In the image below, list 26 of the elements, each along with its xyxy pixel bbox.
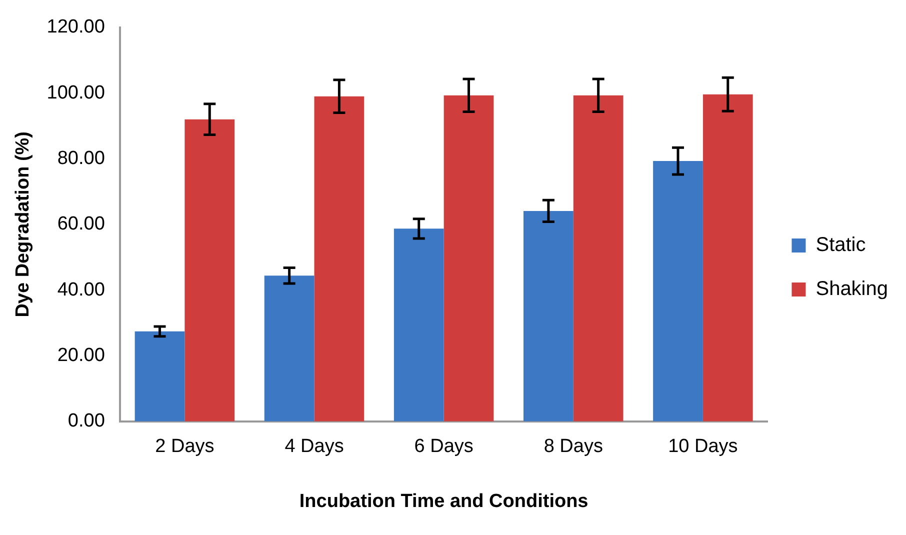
y-tick-label: 120.00: [46, 16, 105, 38]
y-tick-label: 100.00: [46, 82, 105, 104]
x-tick-label: 8 Days: [544, 436, 603, 458]
bar: [573, 95, 624, 422]
bar: [134, 331, 185, 422]
bar: [184, 119, 235, 422]
bar: [653, 161, 703, 422]
bar: [264, 276, 314, 422]
y-tick-label: 0.00: [68, 410, 105, 432]
bar: [314, 96, 364, 422]
x-tick-label: 2 Days: [155, 436, 214, 458]
bar: [394, 228, 444, 422]
bar: [524, 210, 574, 422]
legend-label: Static: [816, 234, 866, 256]
y-tick-label: 60.00: [57, 214, 105, 235]
bar: [444, 95, 494, 422]
y-tick-label: 20.00: [57, 344, 105, 366]
x-tick-label: 6 Days: [414, 436, 474, 458]
legend-label: Shaking: [816, 278, 888, 300]
x-axis-title: Incubation Time and Conditions: [299, 490, 588, 512]
y-tick-label: 80.00: [57, 148, 105, 169]
bar: [702, 94, 753, 422]
x-tick-label: 10 Days: [668, 436, 738, 458]
y-tick-label: 40.00: [57, 279, 105, 300]
y-axis-title: Dye Degradation (%): [12, 131, 34, 318]
x-tick-label: 4 Days: [284, 436, 344, 458]
